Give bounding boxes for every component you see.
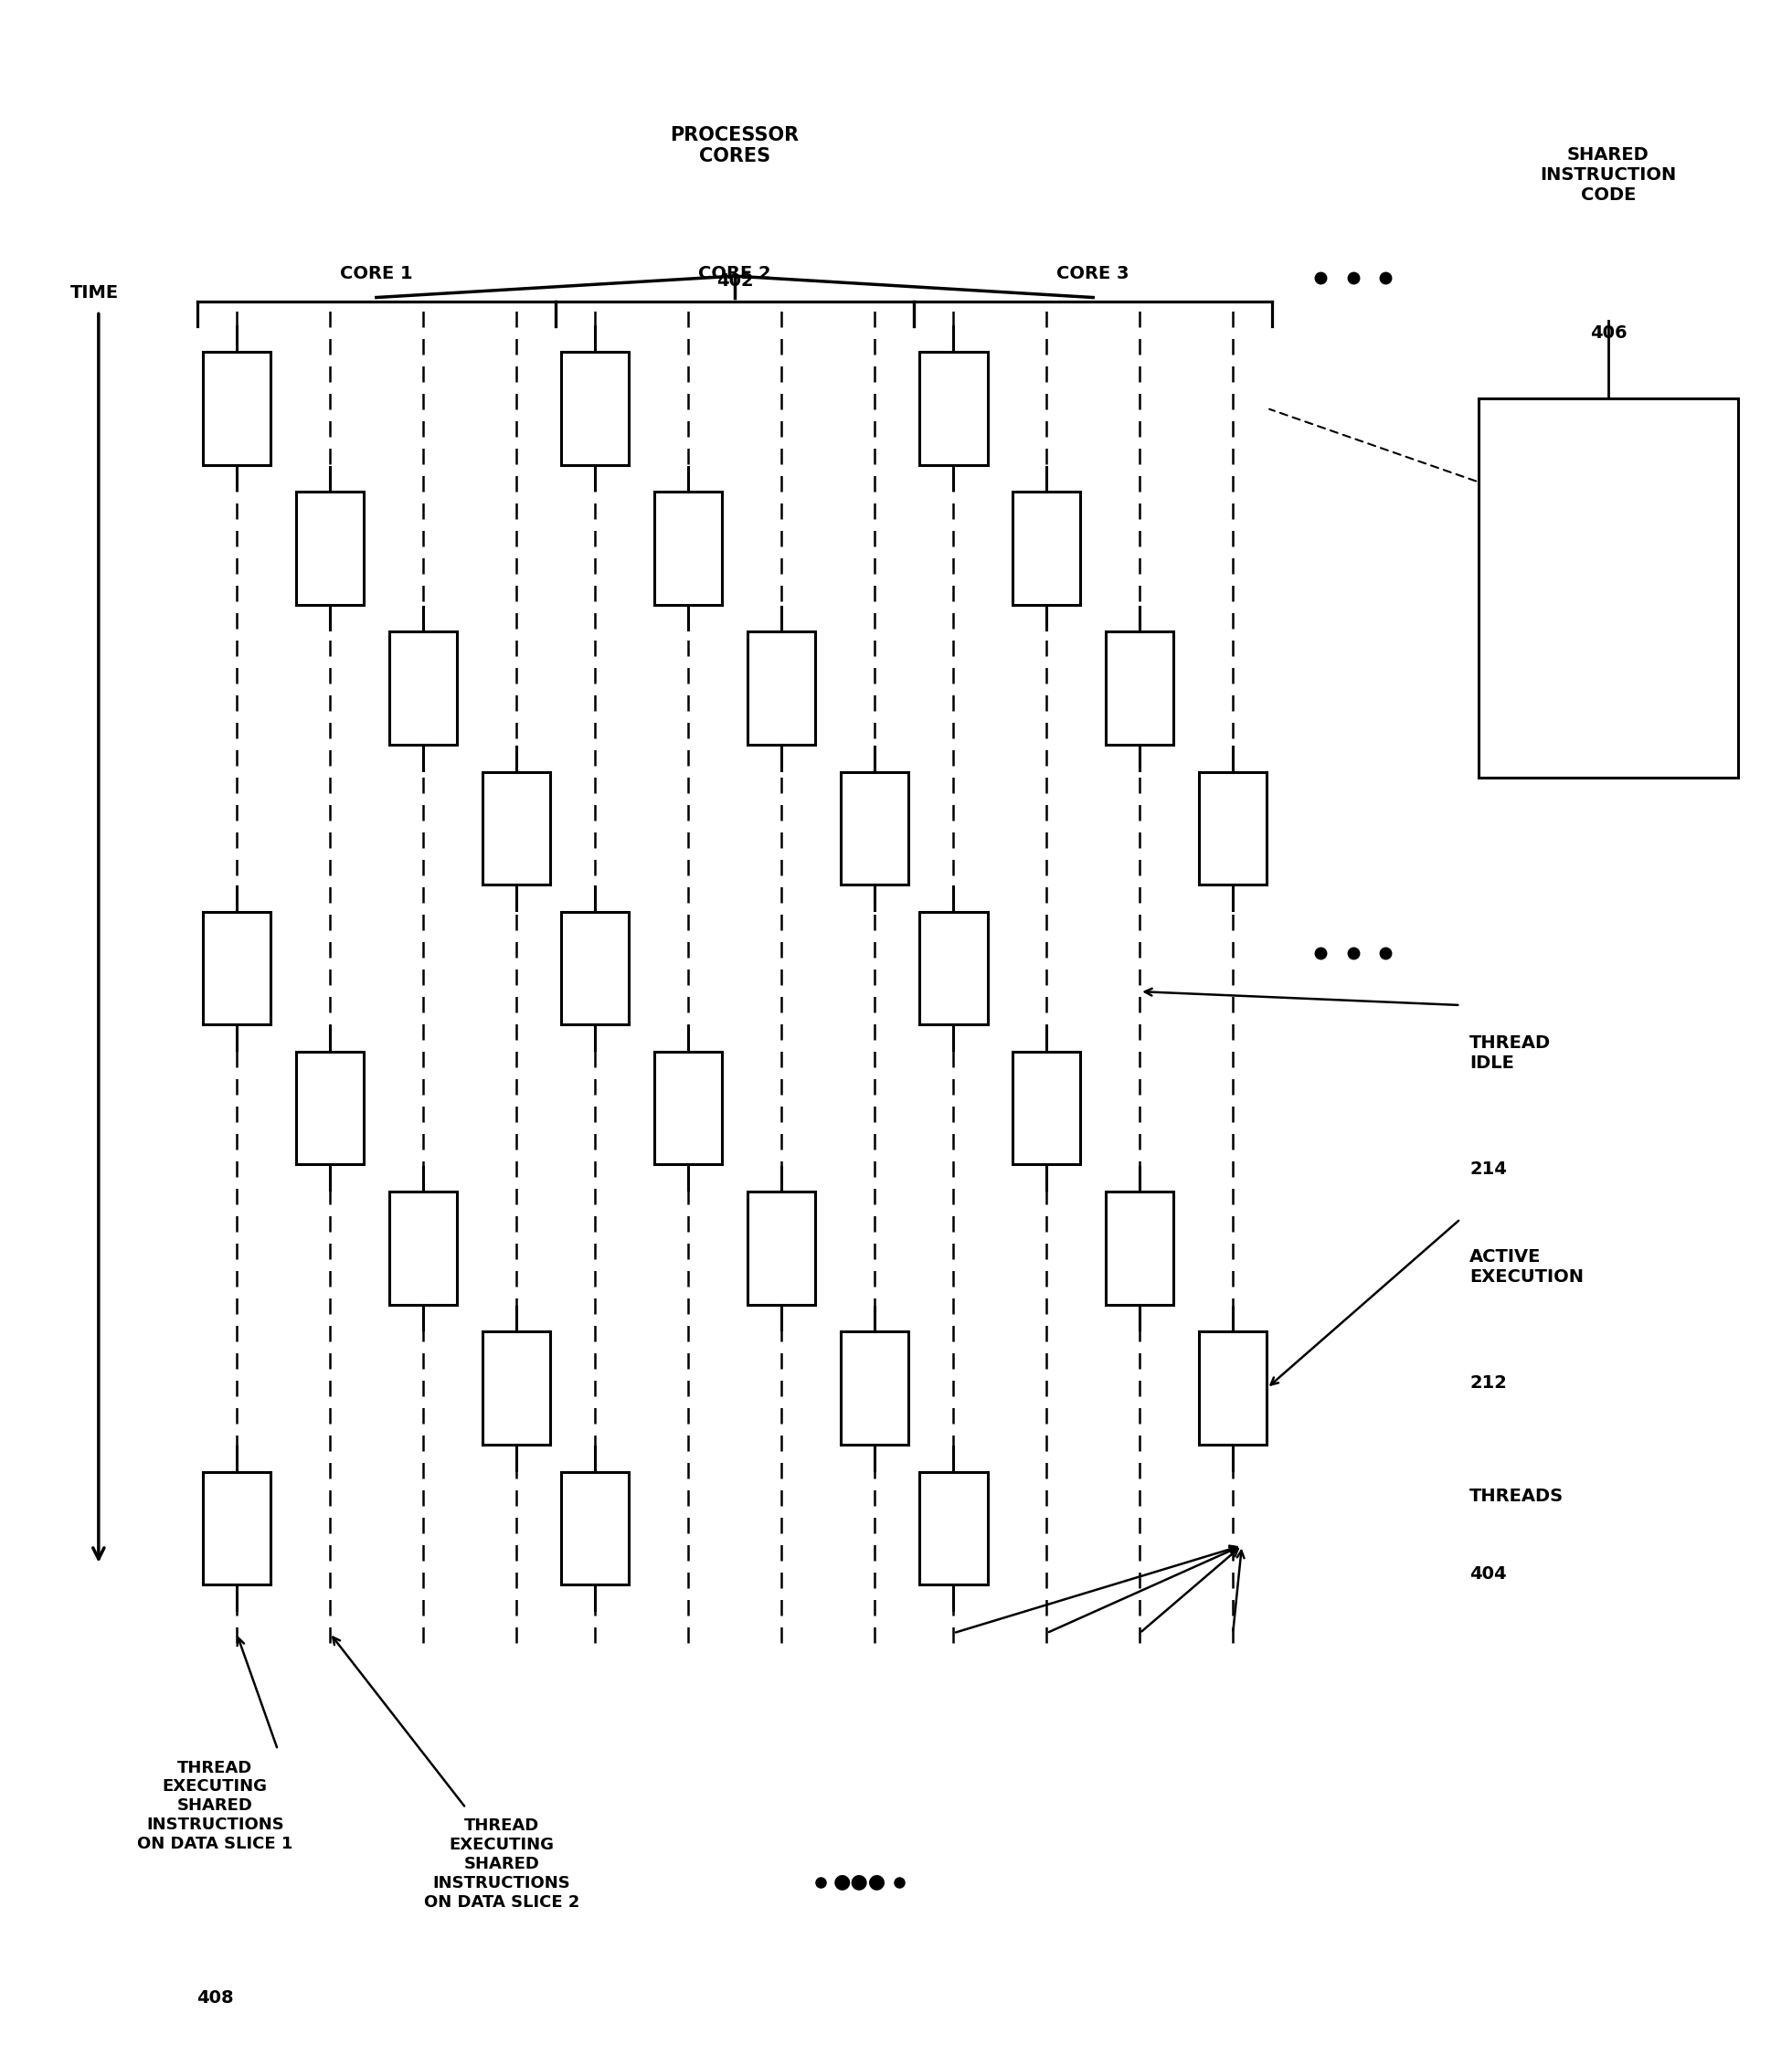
Bar <box>389 632 457 744</box>
Bar <box>747 1192 815 1305</box>
Text: 404: 404 <box>1469 1564 1507 1583</box>
Bar <box>919 352 987 464</box>
Text: THREAD
EXECUTING
SHARED
INSTRUCTIONS
ON DATA SLICE 2: THREAD EXECUTING SHARED INSTRUCTIONS ON … <box>425 1818 579 1910</box>
Text: LOAD $\mathregular{\overline{A}}$: LOAD $\mathregular{\overline{A}}$ <box>1500 442 1566 462</box>
Bar <box>1199 771 1267 885</box>
Bar <box>1106 1192 1174 1305</box>
Bar <box>919 912 987 1025</box>
Text: PROCESSOR
CORES: PROCESSOR CORES <box>670 127 799 166</box>
Text: SHARED
INSTRUCTION
CODE: SHARED INSTRUCTION CODE <box>1539 145 1677 202</box>
Text: STORE $\mathregular{\overline{F}}$: STORE $\mathregular{\overline{F}}$ <box>1500 718 1575 738</box>
Text: TIME: TIME <box>70 284 120 301</box>
Bar <box>389 1192 457 1305</box>
Bar <box>202 1472 271 1585</box>
Text: LOAD $\mathregular{\overline{B}}$: LOAD $\mathregular{\overline{B}}$ <box>1500 511 1566 532</box>
Text: $\mathregular{\overline{F}}$ = $\mathregular{\overline{A}}$ $\times$ $\mathregul: $\mathregular{\overline{F}}$ = $\mathreg… <box>1500 579 1586 599</box>
Text: CORE 3: CORE 3 <box>1057 264 1129 282</box>
Bar <box>561 912 629 1025</box>
Bar <box>1106 632 1174 744</box>
Text: 408: 408 <box>197 1990 233 2006</box>
Bar <box>482 771 550 885</box>
Text: ACTIVE
EXECUTION: ACTIVE EXECUTION <box>1469 1247 1584 1286</box>
Bar <box>840 1331 909 1444</box>
Text: ●●●: ●●● <box>833 1873 887 1892</box>
Text: CORE 1: CORE 1 <box>340 264 412 282</box>
Bar <box>202 912 271 1025</box>
Bar <box>840 771 909 885</box>
Bar <box>1478 399 1738 777</box>
Bar <box>296 1051 364 1164</box>
Text: 402: 402 <box>717 272 753 290</box>
Text: THREADS: THREADS <box>1469 1487 1564 1505</box>
Bar <box>296 493 364 605</box>
Bar <box>654 1051 722 1164</box>
Text: 214: 214 <box>1469 1162 1507 1178</box>
Bar <box>482 1331 550 1444</box>
Text: $\mathregular{\Sigma\overline{F}}$: $\mathregular{\Sigma\overline{F}}$ <box>1500 648 1523 669</box>
Text: THREAD
IDLE: THREAD IDLE <box>1469 1035 1550 1072</box>
Bar <box>1199 1331 1267 1444</box>
Text: 212: 212 <box>1469 1374 1507 1393</box>
Bar <box>1012 493 1081 605</box>
Bar <box>1012 1051 1081 1164</box>
Bar <box>202 352 271 464</box>
Text: CORE 2: CORE 2 <box>699 264 771 282</box>
Bar <box>654 493 722 605</box>
Bar <box>561 1472 629 1585</box>
Bar <box>919 1472 987 1585</box>
Bar <box>747 632 815 744</box>
Text: 406: 406 <box>1590 325 1627 342</box>
Text: THREAD
EXECUTING
SHARED
INSTRUCTIONS
ON DATA SLICE 1: THREAD EXECUTING SHARED INSTRUCTIONS ON … <box>138 1759 292 1853</box>
Bar <box>561 352 629 464</box>
